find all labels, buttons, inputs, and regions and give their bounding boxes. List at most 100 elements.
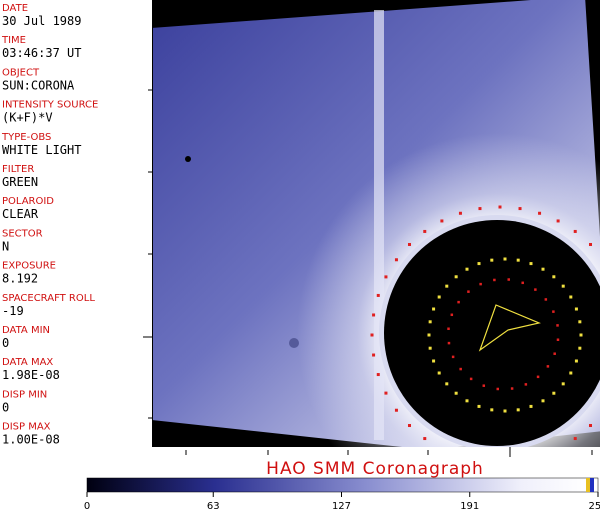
red-dot — [482, 384, 486, 387]
red-dot — [556, 324, 559, 327]
colorbar-end — [586, 478, 590, 492]
colorbar — [86, 477, 599, 493]
red-dot — [524, 383, 528, 386]
red-dot — [459, 455, 462, 458]
red-dot — [536, 375, 540, 379]
spot — [289, 338, 299, 348]
yellow-dot — [541, 267, 545, 271]
field-label: OBJECT — [2, 67, 40, 78]
yellow-dot — [445, 284, 449, 288]
colorbar-end — [590, 478, 594, 492]
red-dot — [496, 387, 500, 391]
red-dot — [459, 367, 462, 371]
yellow-dot — [503, 409, 507, 413]
yellow-dot — [437, 295, 441, 299]
field-value: 03:46:37 UT — [2, 46, 81, 60]
yellow-dot — [432, 359, 436, 363]
red-dot — [493, 278, 496, 282]
red-dot — [518, 207, 522, 211]
yellow-dot — [465, 399, 469, 403]
yellow-dot — [428, 320, 432, 324]
field-value: 1.00E-08 — [2, 433, 60, 447]
yellow-dot — [569, 295, 573, 299]
red-dot — [573, 229, 577, 233]
yellow-dot — [561, 284, 565, 288]
red-dot — [370, 333, 374, 337]
field-value: 1.98E-08 — [2, 368, 60, 382]
red-dot — [556, 338, 560, 341]
colorbar-ticks: 0 63 127 191 255 — [84, 492, 600, 512]
field-label: POLAROID — [2, 196, 54, 207]
red-dot — [407, 424, 411, 428]
yellow-dot — [552, 391, 556, 395]
field-label: SPACECRAFT ROLL — [2, 293, 95, 304]
colorbar-tick-label: 63 — [207, 501, 220, 512]
image-axis-ticks — [143, 89, 593, 457]
red-dot — [498, 205, 502, 209]
field-value: 30 Jul 1989 — [2, 14, 81, 28]
red-dot — [467, 290, 470, 293]
field-value: (K+F)*V — [2, 111, 53, 125]
yellow-dot — [432, 307, 436, 311]
field-value: -19 — [2, 304, 24, 318]
field-label: DISP MIN — [2, 389, 47, 400]
red-dot — [499, 462, 502, 465]
field-label: TIME — [1, 35, 26, 46]
yellow-dot — [437, 371, 441, 375]
field-value: 0 — [2, 400, 9, 414]
yellow-dot — [552, 275, 556, 279]
yellow-dot — [529, 404, 533, 408]
field-value: WHITE LIGHT — [2, 143, 81, 157]
red-dot — [538, 455, 541, 458]
yellow-dot — [428, 346, 432, 350]
field-label: DISP MAX — [2, 422, 51, 433]
colorbar-tick-label: 0 — [84, 501, 90, 512]
field-label: DATE — [2, 3, 28, 14]
red-dot — [458, 211, 462, 215]
red-dot — [372, 313, 376, 317]
field-label: TYPE-OBS — [1, 132, 51, 143]
red-dot — [589, 242, 593, 246]
red-dot — [372, 353, 376, 357]
red-dot — [407, 242, 411, 246]
red-dot — [507, 278, 510, 281]
field-label: DATA MIN — [2, 325, 50, 336]
red-dot — [376, 373, 380, 377]
coronagraph-image — [153, 0, 600, 465]
red-dot — [478, 207, 482, 211]
red-dot — [573, 437, 577, 441]
red-dot — [469, 377, 473, 381]
field-label: EXPOSURE — [2, 261, 56, 272]
yellow-dot — [427, 333, 431, 337]
red-dot — [521, 281, 524, 285]
yellow-dot — [561, 382, 565, 386]
red-dot — [394, 258, 398, 262]
yellow-dot — [569, 371, 573, 375]
red-dot — [447, 341, 451, 345]
outline — [478, 304, 541, 352]
yellow-dot — [454, 391, 458, 395]
field-label: SECTOR — [2, 228, 43, 239]
colorbar-tick-label: 255 — [588, 501, 600, 512]
red-dot — [440, 448, 443, 451]
red-dot — [451, 355, 455, 359]
spot — [185, 156, 191, 162]
field-value: 8.192 — [2, 272, 38, 286]
yellow-dot — [465, 267, 469, 271]
field-value: GREEN — [2, 175, 38, 189]
yellow-dot — [503, 257, 507, 261]
red-dot — [384, 275, 388, 279]
red-dot — [423, 229, 427, 233]
red-dot — [376, 293, 380, 297]
red-dot — [552, 310, 555, 313]
yellow-dot — [477, 404, 481, 408]
streak — [374, 10, 384, 440]
red-dot — [384, 391, 388, 395]
yellow-dot — [574, 359, 578, 363]
yellow-dot — [516, 408, 520, 412]
field-value: SUN:CORONA — [2, 78, 75, 92]
field-label: FILTER — [2, 164, 34, 175]
yellow-dot — [490, 258, 494, 262]
colorbar-tick-label: 127 — [332, 501, 351, 512]
